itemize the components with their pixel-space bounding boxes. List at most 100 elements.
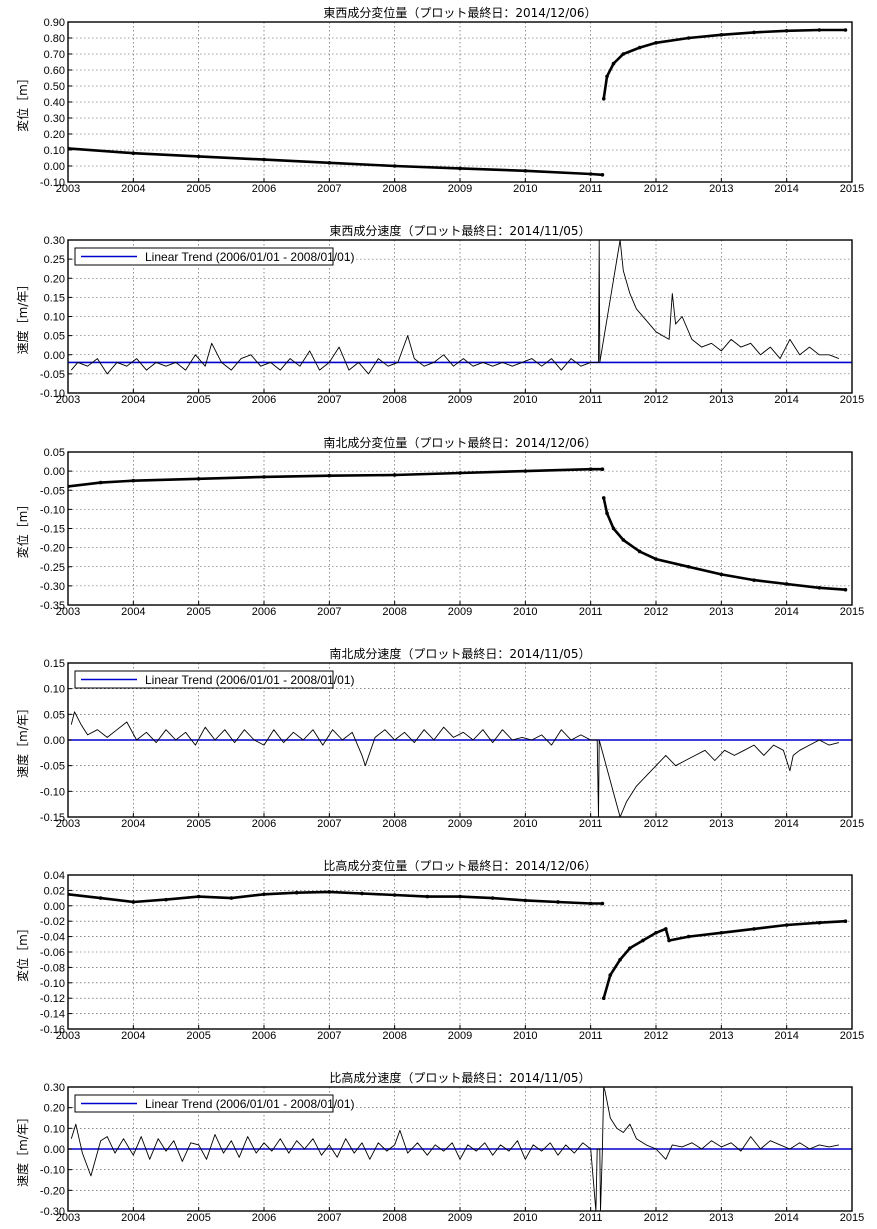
y-tick-label: -0.14: [40, 1009, 65, 1021]
y-tick-label: 0.05: [44, 709, 65, 721]
x-tick-label: 2005: [186, 1030, 210, 1042]
x-tick-label: 2012: [644, 394, 668, 406]
y-tick-label: -0.15: [40, 812, 65, 824]
x-tick-label: 2013: [709, 183, 733, 195]
y-tick-label: 0.05: [44, 447, 65, 459]
x-tick-label: 2003: [56, 394, 80, 406]
x-tick-label: 2003: [56, 606, 80, 618]
y-tick-label: 0.40: [44, 97, 65, 109]
y-tick-label: -0.08: [40, 962, 65, 974]
x-tick-label: 2008: [382, 818, 406, 830]
chart-panel-4: 南北成分速度（プロット最終日：2014/11/05） 2003 2004 2005 20…: [15, 646, 864, 830]
chart-panel-3: 南北成分変位量（プロット最終日：2014/12/06） 2003 2004 2005 2…: [15, 435, 864, 618]
x-tick-label: 2013: [709, 394, 733, 406]
x-tick-label: 2008: [382, 394, 406, 406]
x-tick-label: 2010: [513, 606, 537, 618]
x-tick-label: 2013: [709, 1212, 733, 1224]
y-tick-label: -0.10: [40, 978, 65, 990]
series-group: [68, 28, 848, 177]
x-tick-label: 2005: [186, 606, 210, 618]
y-tick-label: 0.30: [44, 1082, 65, 1094]
chart-panel-5: 比高成分変位量（プロット最終日：2014/12/06） 2003 2004 2005 2…: [15, 858, 864, 1042]
y-tick-label: -0.35: [40, 600, 65, 612]
x-tick-label: 2011: [579, 183, 603, 195]
y-tick-label: 0.20: [44, 1103, 65, 1115]
y-tick-label: -0.06: [40, 947, 65, 959]
y-tick-label: -0.05: [40, 485, 65, 497]
series-band: [602, 497, 846, 591]
y-tick-label: 0.00: [44, 901, 65, 913]
y-tick-label: 0.20: [44, 273, 65, 285]
y-tick-label: 0.00: [44, 350, 65, 362]
y-tick-label: -0.10: [40, 1165, 65, 1177]
chart-title: 南北成分速度（プロット最終日：2014/11/05）: [329, 646, 590, 661]
x-tick-label: 2007: [317, 606, 341, 618]
x-tick-label: 2003: [56, 183, 80, 195]
series-group: [70, 240, 840, 375]
x-tick-label: 2008: [382, 183, 406, 195]
x-tick-label: 2007: [317, 394, 341, 406]
x-tick-label: 2008: [382, 1030, 406, 1042]
y-tick-label: 0.25: [44, 254, 65, 266]
chart-title: 南北成分変位量（プロット最終日：2014/12/06）: [323, 435, 596, 450]
series-band: [602, 919, 846, 999]
y-tick-label: -0.10: [40, 388, 65, 400]
y-tick-label: -0.30: [40, 1206, 65, 1218]
x-tick-label: 2007: [317, 818, 341, 830]
x-tick-label: 2009: [448, 1212, 472, 1224]
y-axis-label: 速度［m/年］: [15, 1111, 30, 1187]
y-tick-label: -0.04: [40, 932, 65, 944]
x-tick-label: 2012: [644, 1030, 668, 1042]
legend: Linear Trend (2006/01/01 - 2008/01/01): [74, 1094, 354, 1113]
legend: Linear Trend (2006/01/01 - 2008/01/01): [74, 247, 354, 266]
y-tick-label: 0.70: [44, 49, 65, 61]
y-tick-label: 0.30: [44, 235, 65, 247]
y-tick-label: 0.10: [44, 312, 65, 324]
x-tick-label: 2015: [840, 183, 864, 195]
legend: Linear Trend (2006/01/01 - 2008/01/01): [74, 670, 354, 689]
chart-panel-1: 東西成分変位量（プロット最終日：2014/12/06） 2003 2004 2005 2…: [15, 5, 864, 195]
series-group: [70, 1087, 839, 1211]
x-tick-label: 2009: [448, 183, 472, 195]
x-tick-label: 2009: [448, 818, 472, 830]
x-tick-label: 2004: [121, 606, 145, 618]
y-tick-label: 0.30: [44, 113, 65, 125]
y-tick-label: 0.50: [44, 81, 65, 93]
grid: [68, 452, 852, 605]
y-tick-label: 0.10: [44, 145, 65, 157]
x-tick-label: 2014: [774, 818, 798, 830]
x-tick-label: 2014: [774, 1030, 798, 1042]
y-tick-label: 0.04: [44, 870, 65, 882]
x-tick-label: 2015: [840, 606, 864, 618]
x-tick-label: 2004: [121, 394, 145, 406]
x-tick-label: 2003: [56, 1212, 80, 1224]
x-tick-label: 2004: [121, 1212, 145, 1224]
chart-title: 比高成分変位量（プロット最終日：2014/12/06）: [323, 858, 596, 873]
y-tick-label: 0.90: [44, 17, 65, 29]
x-tick-label: 2004: [121, 818, 145, 830]
legend-box: [74, 670, 334, 689]
y-tick-label: 0.80: [44, 33, 65, 45]
y-tick-label: -0.15: [40, 524, 65, 536]
x-tick-label: 2013: [709, 1030, 733, 1042]
y-tick-label: -0.20: [40, 543, 65, 555]
x-tick-label: 2005: [186, 1212, 210, 1224]
x-tick-label: 2014: [774, 183, 798, 195]
y-tick-label: -0.10: [40, 786, 65, 798]
x-tick-label: 2005: [186, 394, 210, 406]
y-tick-label: 0.10: [44, 1123, 65, 1135]
chart-panel-6: 比高成分速度（プロット最終日：2014/11/05） 2003 2004 2005 20…: [15, 1070, 864, 1224]
x-tick-label: 2007: [317, 1212, 341, 1224]
x-tick-label: 2008: [382, 606, 406, 618]
x-tick-label: 2004: [121, 1030, 145, 1042]
y-axis-label: 変位［m］: [15, 922, 30, 982]
y-axis-label: 変位［m］: [15, 499, 30, 559]
x-tick-label: 2008: [382, 1212, 406, 1224]
x-tick-label: 2012: [644, 818, 668, 830]
x-tick-label: 2015: [840, 818, 864, 830]
y-tick-label: 0.10: [44, 684, 65, 696]
legend-label: Linear Trend (2006/01/01 - 2008/01/01): [145, 250, 354, 264]
series-band: [68, 147, 603, 177]
y-tick-label: 0.15: [44, 658, 65, 670]
